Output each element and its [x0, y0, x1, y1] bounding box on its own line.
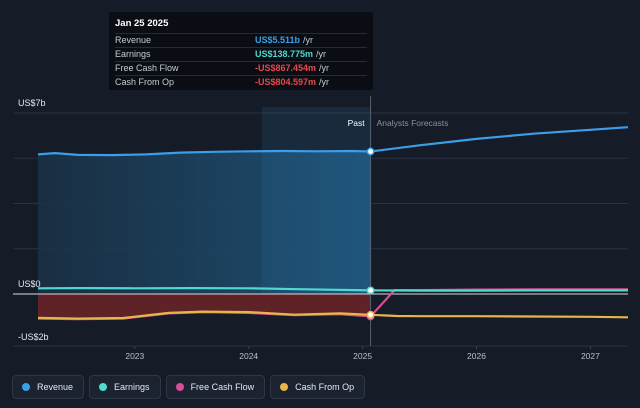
legend-dot-icon: [99, 383, 108, 391]
x-tick-label: 2023: [125, 351, 144, 361]
tooltip-row-cash-from-op: Cash From Op -US$804.597m /yr: [115, 75, 367, 89]
legend: Revenue Earnings Free Cash Flow Cash Fro…: [12, 375, 366, 401]
legend-label: Cash From Op: [295, 382, 355, 392]
tooltip-unit: /yr: [319, 77, 330, 87]
tooltip-label: Earnings: [115, 49, 151, 59]
legend-dot-icon: [22, 383, 30, 391]
tooltip-label: Cash From Op: [115, 77, 175, 87]
tooltip-row-earnings: Earnings US$138.775m /yr: [115, 47, 367, 61]
legend-label: Revenue: [37, 382, 74, 392]
tooltip-row-free-cash-flow: Free Cash Flow -US$867.454m /yr: [115, 61, 367, 75]
legend-item-earnings[interactable]: Earnings: [89, 375, 161, 399]
y-tick-label: US$0: [18, 279, 41, 289]
tooltip-label: Free Cash Flow: [115, 63, 179, 73]
legend-item-free-cash-flow[interactable]: Free Cash Flow: [165, 375, 266, 399]
tooltip-unit: /yr: [303, 35, 314, 45]
legend-item-revenue[interactable]: Revenue: [12, 375, 85, 399]
hover-band: [262, 107, 371, 294]
x-tick-label: 2027: [581, 351, 600, 361]
y-tick-label: -US$2b: [18, 332, 49, 342]
series-line-earnings: [37, 287, 628, 292]
series-line-cash-from-op: [37, 310, 629, 320]
legend-dot-icon: [280, 383, 289, 391]
chart-area: US$7b US$0 -US$2b 2023 2024 2025 2026 2027 Past A…: [13, 96, 629, 361]
series-point: [366, 310, 375, 319]
tooltip-label: Revenue: [115, 35, 152, 45]
legend-item-cash-from-op[interactable]: Cash From Op: [270, 375, 366, 399]
tooltip-unit: /yr: [316, 49, 327, 59]
negative-area: [38, 294, 371, 320]
series-point: [366, 147, 375, 156]
tooltip: Jan 25 2025 Revenue US$5.511b /yr Earnin…: [109, 12, 373, 90]
series-line-revenue: [37, 126, 629, 157]
x-tick-label: 2024: [239, 351, 258, 361]
tooltip-unit: /yr: [319, 63, 330, 73]
tooltip-value: -US$867.454m: [255, 63, 317, 73]
y-tick-label: US$7b: [18, 98, 46, 108]
x-tick-label: 2026: [467, 351, 486, 361]
tooltip-value: -US$804.597m: [255, 77, 317, 87]
revenue-area: [38, 151, 371, 294]
x-tick-label: 2025: [353, 351, 372, 361]
legend-dot-icon: [175, 383, 184, 391]
past-label: Past: [348, 118, 366, 128]
legend-label: Free Cash Flow: [190, 382, 255, 392]
tooltip-date: Jan 25 2025: [115, 18, 169, 29]
tooltip-row-revenue: Revenue US$5.511b /yr: [115, 33, 367, 47]
forecast-label: Analysts Forecasts: [377, 118, 449, 128]
series-point: [366, 286, 375, 295]
legend-label: Earnings: [114, 382, 150, 392]
tooltip-value: US$138.775m: [255, 49, 314, 59]
tooltip-value: US$5.511b: [255, 35, 301, 45]
